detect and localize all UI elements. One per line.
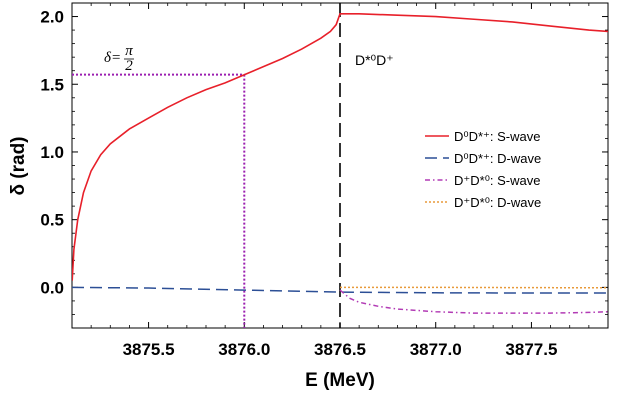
legend-label: D⁰D*⁺: S-wave: [454, 129, 540, 144]
y-axis-title: δ (rad): [8, 136, 29, 195]
axis-tick-labels: 3875.5 3876.0 3876.5 3877.0 3877.5 0.0 0.5 1.0 1…: [40, 8, 557, 359]
y-tick-label: 2.0: [40, 8, 64, 27]
x-tick-label: 3876.0: [218, 340, 270, 359]
delta-label-denominator: 2: [125, 58, 133, 74]
delta-half-pi-label: δ= π 2: [104, 43, 134, 74]
x-tick-label: 3877.0: [410, 340, 462, 359]
y-tick-label: 1.5: [40, 75, 64, 94]
x-axis-title: E (MeV): [305, 370, 375, 391]
series-line-2: [72, 286, 608, 294]
legend-label: D⁺D*⁰: D-wave: [454, 195, 541, 210]
delta-label-main: δ=: [104, 50, 121, 66]
legend-label: D⁺D*⁰: S-wave: [454, 173, 540, 188]
series-line-1: [72, 13, 608, 281]
y-tick-label: 0.5: [40, 211, 64, 230]
legend: D⁰D*⁺: S-wave D⁰D*⁺: D-wave D⁺D*⁰: S-wave D…: [425, 129, 541, 210]
x-tick-label: 3875.5: [123, 340, 175, 359]
series-lines: [72, 13, 608, 314]
delta-label-numerator: π: [125, 43, 133, 59]
y-tick-label: 1.0: [40, 143, 64, 162]
x-tick-label: 3876.5: [314, 340, 366, 359]
guide-lines: [72, 3, 341, 328]
x-tick-label: 3877.5: [505, 340, 557, 359]
legend-label: D⁰D*⁺: D-wave: [454, 151, 541, 166]
y-tick-label: 0.0: [40, 278, 64, 297]
series-line-3: [339, 289, 608, 314]
threshold-label: D*⁰D⁺: [355, 52, 394, 68]
